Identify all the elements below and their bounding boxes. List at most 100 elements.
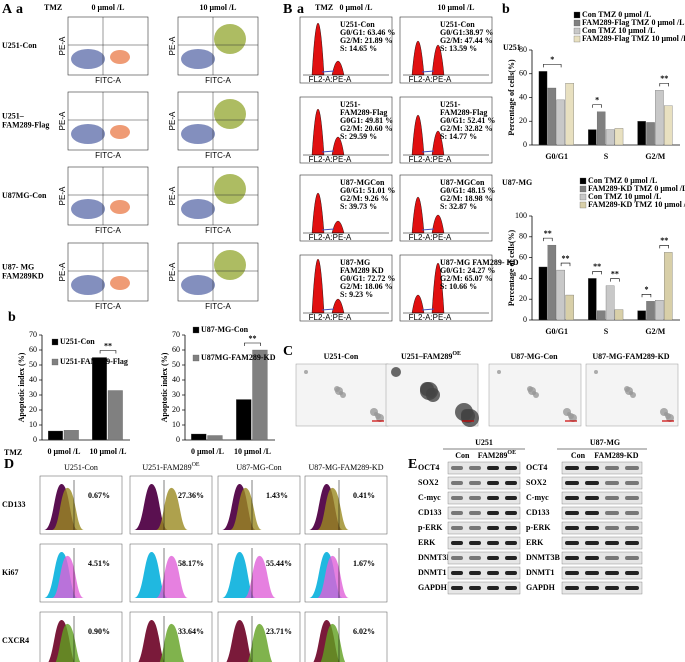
bar <box>107 390 123 441</box>
y-axis-label: Apoptotic index (%) <box>17 352 26 422</box>
lane-label-text: Con <box>455 451 470 460</box>
cell-cloud <box>214 99 246 129</box>
protein-label: DNMT1 <box>526 568 554 577</box>
g1-peak <box>411 40 425 76</box>
protein-label: GAPDH <box>526 583 556 592</box>
blot-band <box>625 541 639 545</box>
y-axis-label: Percentage of cells(%) <box>507 59 516 136</box>
cell-cloud <box>71 124 105 144</box>
bar <box>48 430 63 441</box>
cycle-stat: G2/M: 47.44 % <box>440 36 493 45</box>
sphere <box>563 408 571 416</box>
bar <box>538 266 548 321</box>
axis-label: FITC-A <box>95 226 121 235</box>
cycle-stat: FAM289-Flag <box>340 108 387 117</box>
percent-label: 27.36% <box>178 491 204 500</box>
protein-label: p-ERK <box>418 523 443 532</box>
protein-label: OCT4 <box>526 463 547 472</box>
cycle-stat: G0/G1: 52.41 % <box>440 116 495 125</box>
percent-label: 4.51% <box>88 559 110 568</box>
s-phase <box>321 308 335 311</box>
bar <box>664 105 673 146</box>
cell-cloud <box>214 174 246 204</box>
sphere <box>527 386 533 392</box>
blot-band <box>605 541 619 545</box>
protein-label: CD133 <box>526 508 550 517</box>
cycle-stat: G0/G1:38.97 % <box>440 28 493 37</box>
sphere-label: U87-MG-Con <box>510 352 558 361</box>
cycle-stat: G0/G1: 51.01 % <box>340 186 395 195</box>
y-tick-label: 40 <box>519 273 527 282</box>
condition: 0 μmol /L <box>340 3 373 12</box>
y-tick-label: 20 <box>29 405 37 414</box>
blot-band <box>625 526 639 530</box>
sphere <box>624 386 630 392</box>
protein-label: ERK <box>418 538 436 547</box>
bar <box>547 87 557 146</box>
lane-label: FAM289OE <box>478 450 516 459</box>
axis-label: PE-A <box>168 36 177 55</box>
cycle-stat: G0/G1: 24.27 % <box>440 266 495 275</box>
blot-strip <box>447 581 521 595</box>
significance-bracket <box>99 350 117 354</box>
blot-band <box>505 466 517 470</box>
x-tick-label: 10 μmol /L <box>90 447 127 456</box>
significance-bracket <box>659 83 669 87</box>
blot-strip <box>447 506 521 520</box>
axis-label: FITC-A <box>205 76 231 85</box>
condition: 10 μmol /L <box>438 3 475 12</box>
bar <box>605 285 615 321</box>
panel-label: B <box>283 2 292 17</box>
blot-band <box>565 466 579 470</box>
g1-peak <box>311 259 325 314</box>
y-tick-label: 50 <box>29 360 37 369</box>
blot-band <box>487 586 499 590</box>
column-header-sup: OE <box>192 462 200 468</box>
g2-peak <box>431 44 445 76</box>
y-tick-label: 70 <box>172 330 180 339</box>
percent-label: 1.43% <box>266 491 288 500</box>
sample-histogram <box>52 487 84 530</box>
sphere-label: U251–FAM289OE <box>401 351 461 360</box>
bar <box>637 121 646 146</box>
significance: ** <box>104 341 112 350</box>
sample-histogram <box>52 555 84 598</box>
legend-label: Con TMZ 10 μmol /L <box>588 192 661 201</box>
blot-band <box>487 541 499 545</box>
cycle-stat: S: 9.23 % <box>340 290 373 299</box>
s-phase <box>421 150 435 153</box>
x-tick-label: 10 μmol /L <box>234 447 271 456</box>
cycle-stat: U87-MG FAM289- KD <box>440 258 519 267</box>
blot-band <box>605 586 619 590</box>
sphere <box>594 370 598 374</box>
y-tick-label: 40 <box>29 375 37 384</box>
axis-label: PE-A <box>58 111 67 130</box>
column-header-text: U87-MG-Con <box>236 463 281 472</box>
blot-band <box>451 586 463 590</box>
y-tick-label: 10 <box>172 420 180 429</box>
cycle-stat: U251- <box>340 100 361 109</box>
blot-band <box>469 511 481 515</box>
y-tick-label: 100 <box>515 211 527 220</box>
axis-label: FL2-A:PE-A <box>309 313 352 322</box>
cell-cloud <box>181 275 215 295</box>
x-tick-label: G2/M <box>645 327 665 336</box>
blot-band <box>505 571 517 575</box>
cycle-stat: U251- <box>440 100 461 109</box>
bar <box>588 129 597 146</box>
blot-band <box>565 571 579 575</box>
y-tick-label: 20 <box>519 294 527 303</box>
blot-band <box>605 526 619 530</box>
cycle-stat: S: 13.59 % <box>440 44 477 53</box>
control-histogram <box>134 551 168 598</box>
blot-band <box>469 571 481 575</box>
blot-band <box>505 481 517 485</box>
legend-label: FAM289-KD TMZ 0 μmol /L <box>588 184 685 193</box>
axis-label: FL2-A:PE-A <box>409 313 452 322</box>
tmz-label: TMZ <box>44 3 62 12</box>
cycle-stat: G2/M: 32.82 % <box>440 124 493 133</box>
y-tick-label: 10 <box>29 420 37 429</box>
blot-band <box>565 586 579 590</box>
bar <box>614 309 624 321</box>
